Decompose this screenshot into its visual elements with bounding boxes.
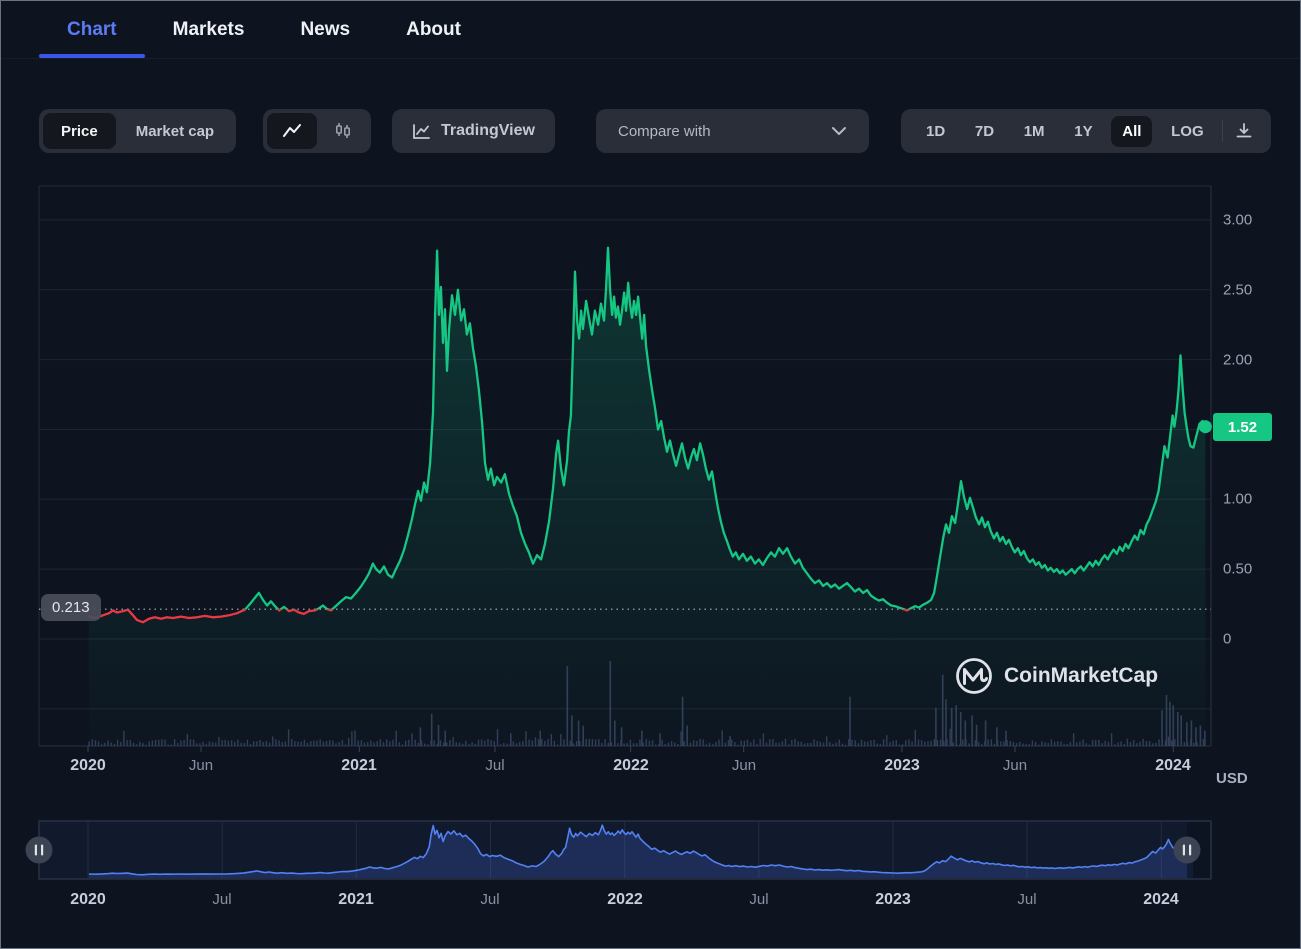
x-axis-label: 2020 [70, 757, 106, 774]
range-button-1m[interactable]: 1M [1013, 116, 1056, 147]
line-chart-type-button[interactable] [267, 113, 317, 149]
download-chart-button[interactable] [1231, 118, 1257, 144]
x-axis-label: Jul [1017, 891, 1037, 908]
range-button-log[interactable]: LOG [1160, 116, 1215, 147]
range-button-1y[interactable]: 1Y [1063, 116, 1103, 147]
line-chart-icon [283, 124, 301, 137]
download-icon [1236, 123, 1252, 138]
brush-left-handle[interactable] [25, 836, 53, 864]
coinmarketcap-watermark: CoinMarketCap [954, 656, 1158, 696]
brush-right-handle[interactable] [1173, 836, 1201, 864]
y-axis-label: 0 [1223, 630, 1232, 648]
x-axis-label: 2022 [607, 891, 643, 908]
tab-news[interactable]: News [272, 1, 378, 58]
range-selector: 1D 7D 1M 1Y All LOG [901, 109, 1271, 153]
price-marketcap-toggle: Price Market cap [39, 109, 237, 153]
x-axis-label: 2024 [1143, 891, 1179, 908]
current-price-badge: 1.52 [1213, 413, 1272, 441]
open-price-badge: 0.213 [41, 594, 101, 621]
tab-bar: Chart Markets News About [1, 1, 1300, 59]
compare-with-dropdown[interactable]: Compare with [596, 109, 869, 153]
y-axis-label: 0.50 [1223, 560, 1253, 578]
coinmarketcap-logo-icon [956, 658, 992, 694]
price-area-fill [88, 247, 1206, 747]
tab-markets[interactable]: Markets [145, 1, 273, 58]
x-axis-label: 2023 [884, 757, 920, 774]
brush-area-fill [88, 825, 1193, 878]
x-axis-label: 2024 [1155, 757, 1191, 774]
tradingview-icon [413, 123, 430, 139]
range-button-7d[interactable]: 7D [964, 116, 1005, 147]
chevron-down-icon [832, 127, 846, 135]
price-line-above-open [125, 246, 1207, 610]
watermark-label: CoinMarketCap [1004, 664, 1159, 687]
y-axis-label: 2.50 [1223, 281, 1253, 299]
y-axis-label: 1.00 [1223, 490, 1253, 508]
x-axis-label: Jun [1002, 757, 1028, 774]
y-axis-label: 2.00 [1223, 351, 1253, 369]
market-cap-toggle-button[interactable]: Market cap [118, 113, 232, 149]
current-price-dot [1198, 420, 1212, 434]
x-axis-label: Jul [749, 891, 769, 908]
tab-about[interactable]: About [378, 1, 489, 58]
x-axis-label: Jul [212, 891, 232, 908]
x-axis-label: 2021 [341, 757, 377, 774]
candlestick-chart-type-button[interactable] [319, 113, 367, 149]
compare-with-label: Compare with [618, 122, 711, 140]
currency-label: USD [1216, 770, 1248, 787]
tab-chart[interactable]: Chart [39, 1, 145, 58]
x-axis-label: 2020 [70, 891, 106, 908]
x-axis-label: 2022 [613, 757, 649, 774]
range-button-all[interactable]: All [1111, 115, 1153, 147]
x-axis-label: 2023 [875, 891, 911, 908]
x-axis-label: Jul [480, 891, 500, 908]
brush-line [88, 824, 1194, 876]
chart-type-toggle [263, 109, 371, 153]
x-axis-label: Jul [485, 757, 505, 774]
range-divider [1222, 120, 1224, 142]
x-axis-label: Jun [188, 757, 214, 774]
range-button-1d[interactable]: 1D [915, 116, 956, 147]
x-axis-label: Jun [731, 757, 757, 774]
y-axis-label: 3.00 [1223, 211, 1253, 229]
tradingview-button[interactable]: TradingView [392, 109, 555, 153]
candlestick-icon [335, 123, 351, 138]
price-toggle-button[interactable]: Price [43, 113, 116, 149]
tradingview-label: TradingView [441, 122, 535, 139]
x-axis-label: 2021 [338, 891, 374, 908]
